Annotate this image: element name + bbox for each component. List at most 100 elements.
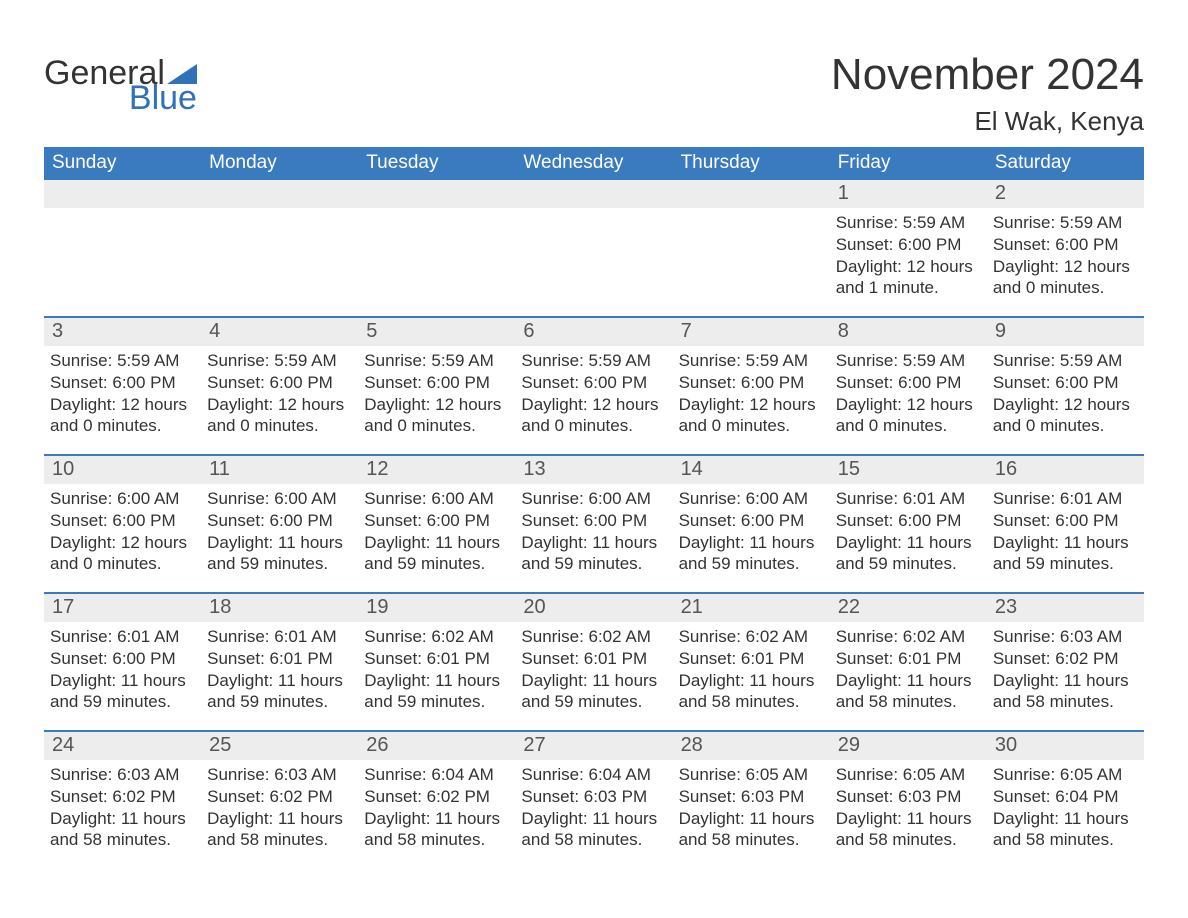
day-details: Sunrise: 6:03 AMSunset: 6:02 PMDaylight:… [50, 764, 195, 851]
day-details: Sunrise: 6:04 AMSunset: 6:03 PMDaylight:… [521, 764, 666, 851]
day-number: 4 [201, 318, 358, 346]
sunset-text: Sunset: 6:00 PM [993, 234, 1138, 256]
sunset-text: Sunset: 6:00 PM [50, 648, 195, 670]
sunrise-text: Sunrise: 5:59 AM [50, 350, 195, 372]
week-row: 1Sunrise: 5:59 AMSunset: 6:00 PMDaylight… [44, 180, 1144, 308]
day-cell: 28Sunrise: 6:05 AMSunset: 6:03 PMDayligh… [673, 732, 830, 860]
weekday-header: Thursday [673, 147, 830, 180]
day-number [515, 180, 672, 208]
day-number: 20 [515, 594, 672, 622]
day-number: 11 [201, 456, 358, 484]
sunset-text: Sunset: 6:04 PM [993, 786, 1138, 808]
daylight-text: Daylight: 11 hours and 58 minutes. [679, 670, 824, 714]
sunrise-text: Sunrise: 6:00 AM [521, 488, 666, 510]
day-number: 3 [44, 318, 201, 346]
day-cell: 6Sunrise: 5:59 AMSunset: 6:00 PMDaylight… [515, 318, 672, 446]
day-details: Sunrise: 5:59 AMSunset: 6:00 PMDaylight:… [993, 350, 1138, 437]
daylight-text: Daylight: 11 hours and 58 minutes. [207, 808, 352, 852]
daylight-text: Daylight: 12 hours and 0 minutes. [50, 532, 195, 576]
daylight-text: Daylight: 11 hours and 59 minutes. [207, 532, 352, 576]
day-cell: 12Sunrise: 6:00 AMSunset: 6:00 PMDayligh… [358, 456, 515, 584]
sunset-text: Sunset: 6:01 PM [521, 648, 666, 670]
sunrise-text: Sunrise: 6:05 AM [679, 764, 824, 786]
daylight-text: Daylight: 12 hours and 0 minutes. [679, 394, 824, 438]
day-cell [358, 180, 515, 308]
day-cell: 18Sunrise: 6:01 AMSunset: 6:01 PMDayligh… [201, 594, 358, 722]
day-cell: 29Sunrise: 6:05 AMSunset: 6:03 PMDayligh… [830, 732, 987, 860]
day-cell: 17Sunrise: 6:01 AMSunset: 6:00 PMDayligh… [44, 594, 201, 722]
sunrise-text: Sunrise: 5:59 AM [836, 350, 981, 372]
day-details: Sunrise: 6:02 AMSunset: 6:01 PMDaylight:… [836, 626, 981, 713]
daylight-text: Daylight: 11 hours and 59 minutes. [207, 670, 352, 714]
weekday-header: Saturday [987, 147, 1144, 180]
day-number: 16 [987, 456, 1144, 484]
day-details: Sunrise: 6:04 AMSunset: 6:02 PMDaylight:… [364, 764, 509, 851]
day-number: 13 [515, 456, 672, 484]
sunset-text: Sunset: 6:03 PM [679, 786, 824, 808]
week-row: 24Sunrise: 6:03 AMSunset: 6:02 PMDayligh… [44, 730, 1144, 860]
day-number [201, 180, 358, 208]
daylight-text: Daylight: 11 hours and 58 minutes. [836, 808, 981, 852]
day-cell: 8 Sunrise: 5:59 AMSunset: 6:00 PMDaylight… [830, 318, 987, 446]
sunset-text: Sunset: 6:00 PM [836, 372, 981, 394]
sunrise-text: Sunrise: 6:00 AM [364, 488, 509, 510]
week-row: 10Sunrise: 6:00 AMSunset: 6:00 PMDayligh… [44, 454, 1144, 584]
week-row: 17Sunrise: 6:01 AMSunset: 6:00 PMDayligh… [44, 592, 1144, 722]
day-details: Sunrise: 5:59 AMSunset: 6:00 PMDaylight:… [836, 350, 981, 437]
day-details: Sunrise: 6:05 AMSunset: 6:03 PMDaylight:… [679, 764, 824, 851]
day-details: Sunrise: 6:00 AMSunset: 6:00 PMDaylight:… [207, 488, 352, 575]
day-number [358, 180, 515, 208]
day-details: Sunrise: 6:01 AMSunset: 6:00 PMDaylight:… [836, 488, 981, 575]
day-details: Sunrise: 5:59 AMSunset: 6:00 PMDaylight:… [50, 350, 195, 437]
sunrise-text: Sunrise: 6:01 AM [207, 626, 352, 648]
daylight-text: Daylight: 12 hours and 0 minutes. [521, 394, 666, 438]
sunset-text: Sunset: 6:01 PM [364, 648, 509, 670]
sunrise-text: Sunrise: 6:05 AM [836, 764, 981, 786]
sunset-text: Sunset: 6:00 PM [993, 510, 1138, 532]
day-cell [44, 180, 201, 308]
day-number: 26 [358, 732, 515, 760]
daylight-text: Daylight: 11 hours and 59 minutes. [836, 532, 981, 576]
day-cell: 14Sunrise: 6:00 AMSunset: 6:00 PMDayligh… [673, 456, 830, 584]
daylight-text: Daylight: 12 hours and 0 minutes. [207, 394, 352, 438]
day-number [44, 180, 201, 208]
day-cell: 7Sunrise: 5:59 AMSunset: 6:00 PMDaylight… [673, 318, 830, 446]
daylight-text: Daylight: 12 hours and 0 minutes. [993, 394, 1138, 438]
day-cell: 2Sunrise: 5:59 AMSunset: 6:00 PMDaylight… [987, 180, 1144, 308]
sunrise-text: Sunrise: 6:05 AM [993, 764, 1138, 786]
sunset-text: Sunset: 6:03 PM [521, 786, 666, 808]
sunrise-text: Sunrise: 5:59 AM [993, 212, 1138, 234]
sunset-text: Sunset: 6:00 PM [364, 372, 509, 394]
day-number: 9 [987, 318, 1144, 346]
sunset-text: Sunset: 6:00 PM [50, 372, 195, 394]
sunrise-text: Sunrise: 6:02 AM [836, 626, 981, 648]
weekday-header: Friday [830, 147, 987, 180]
day-number: 22 [830, 594, 987, 622]
day-details: Sunrise: 5:59 AMSunset: 6:00 PMDaylight:… [521, 350, 666, 437]
day-number: 21 [673, 594, 830, 622]
day-details: Sunrise: 6:01 AMSunset: 6:00 PMDaylight:… [993, 488, 1138, 575]
day-number: 8 [830, 318, 987, 346]
daylight-text: Daylight: 11 hours and 59 minutes. [679, 532, 824, 576]
sunrise-text: Sunrise: 6:02 AM [679, 626, 824, 648]
daylight-text: Daylight: 11 hours and 58 minutes. [993, 670, 1138, 714]
brand-text: General Blue [44, 58, 197, 113]
sunrise-text: Sunrise: 6:03 AM [207, 764, 352, 786]
sunrise-text: Sunrise: 6:01 AM [993, 488, 1138, 510]
sunset-text: Sunset: 6:02 PM [207, 786, 352, 808]
day-cell: 24Sunrise: 6:03 AMSunset: 6:02 PMDayligh… [44, 732, 201, 860]
daylight-text: Daylight: 11 hours and 59 minutes. [521, 532, 666, 576]
daylight-text: Daylight: 11 hours and 59 minutes. [521, 670, 666, 714]
title-block: November 2024 El Wak, Kenya [831, 50, 1144, 137]
sunrise-text: Sunrise: 6:04 AM [521, 764, 666, 786]
location: El Wak, Kenya [831, 106, 1144, 137]
day-cell: 20Sunrise: 6:02 AMSunset: 6:01 PMDayligh… [515, 594, 672, 722]
sunset-text: Sunset: 6:03 PM [836, 786, 981, 808]
day-number: 23 [987, 594, 1144, 622]
day-cell: 23Sunrise: 6:03 AMSunset: 6:02 PMDayligh… [987, 594, 1144, 722]
weekday-header: Tuesday [358, 147, 515, 180]
sunrise-text: Sunrise: 5:59 AM [679, 350, 824, 372]
sunrise-text: Sunrise: 6:04 AM [364, 764, 509, 786]
daylight-text: Daylight: 12 hours and 0 minutes. [364, 394, 509, 438]
day-details: Sunrise: 5:59 AMSunset: 6:00 PMDaylight:… [836, 212, 981, 299]
